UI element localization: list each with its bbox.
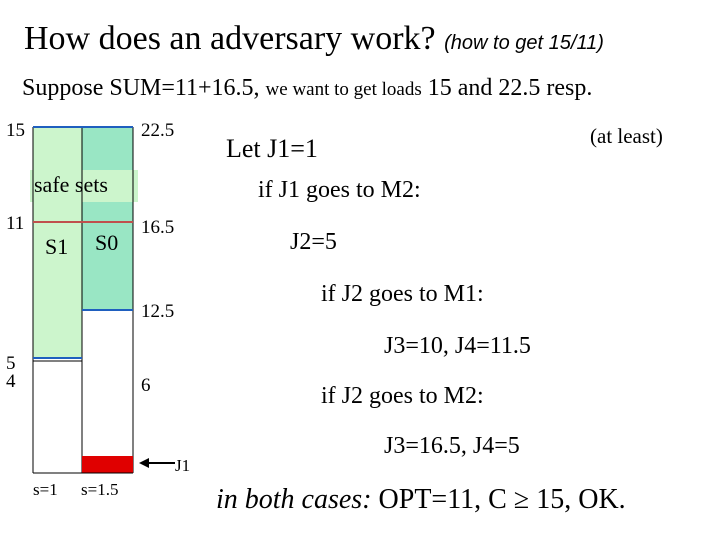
label: J1 xyxy=(175,456,191,475)
title-main: How does an adversary work? xyxy=(24,20,436,57)
label: 4 xyxy=(6,371,16,392)
conclusion-b: OPT=11, C ≥ 15, OK. xyxy=(378,484,626,515)
label: s=1 xyxy=(33,480,58,499)
label: 11 xyxy=(6,213,25,234)
label: 16.5 xyxy=(141,217,175,238)
label: S1 xyxy=(45,234,69,259)
label: 6 xyxy=(141,375,151,396)
label: S0 xyxy=(95,230,119,255)
safe-sets-box xyxy=(30,170,138,202)
text: (at least) xyxy=(590,124,663,148)
text: J3=10, J4=11.5 xyxy=(384,333,531,359)
m2-safe-area xyxy=(82,127,133,310)
label: 15 xyxy=(6,120,25,141)
label: 12.5 xyxy=(141,301,175,322)
subtitle-a: Suppose SUM=11+16.5, xyxy=(22,75,260,101)
text: J3=16.5, J4=5 xyxy=(384,433,520,459)
text: Let J1=1 xyxy=(226,134,318,163)
title-note: (how to get 15/11) xyxy=(444,32,604,54)
subtitle: Suppose SUM=11+16.5, we want to get load… xyxy=(22,76,592,100)
text: J2=5 xyxy=(290,229,337,255)
text: if J1 goes to M2: xyxy=(258,177,421,203)
label: safe sets xyxy=(34,172,108,197)
conclusion-a: in both cases: xyxy=(216,484,372,515)
conclusion: in both cases: OPT=11, C ≥ 15, OK. xyxy=(216,486,626,514)
label: 22.5 xyxy=(141,120,175,141)
title: How does an adversary work? (how to get … xyxy=(24,22,604,56)
text: if J2 goes to M1: xyxy=(321,281,484,307)
label: s=1.5 xyxy=(81,480,119,499)
m1-safe-area xyxy=(33,127,82,358)
subtitle-c: 15 and 22.5 resp. xyxy=(427,75,593,101)
arrow-head xyxy=(139,458,149,468)
text: if J2 goes to M2: xyxy=(321,383,484,409)
subtitle-b: we want to get loads xyxy=(265,79,422,100)
job-block xyxy=(82,456,133,473)
label: 5 xyxy=(6,353,16,374)
